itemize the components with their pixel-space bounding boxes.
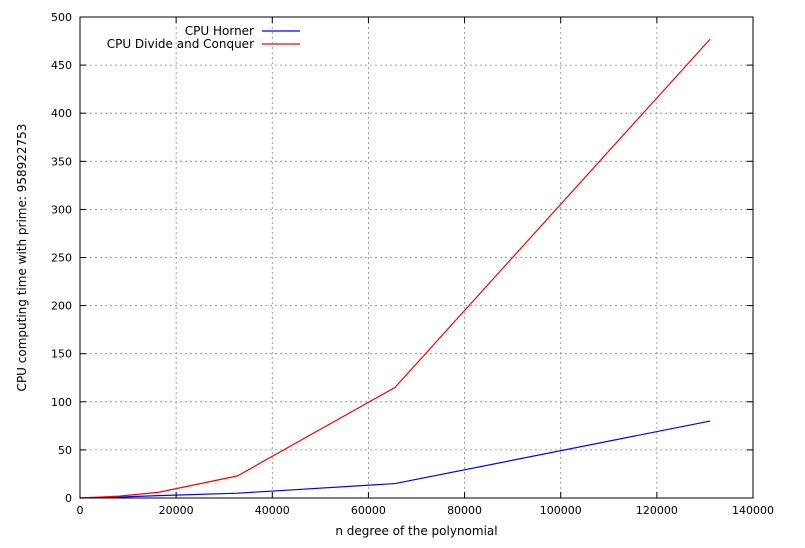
x-tick-label: 140000 [732,504,774,517]
legend-label: CPU Divide and Conquer [107,37,254,51]
x-tick-label: 100000 [540,504,582,517]
y-tick-label: 400 [51,107,72,120]
series-line-cpu-divide-and-conquer [79,38,711,499]
y-tick-label: 200 [51,300,72,313]
series-lines [79,38,711,499]
x-tick-label: 40000 [255,504,290,517]
x-tick-label: 80000 [447,504,482,517]
y-tick-label: 300 [51,203,72,216]
y-tick-label: 350 [51,155,72,168]
y-tick-label: 150 [51,348,72,361]
y-tick-label: 0 [65,492,72,505]
x-axis-label: n degree of the polynomial [335,524,497,538]
axis-ticks: 0 50 100 150 200 250 300 350 400 450 500 0 20000 4000… [51,11,774,517]
y-axis-label: CPU computing time with prime: 958922753 [15,124,29,392]
y-tick-label: 50 [58,444,72,457]
y-tick-label: 250 [51,252,72,265]
x-tick-label: 120000 [636,504,678,517]
y-tick-label: 100 [51,396,72,409]
x-tick-label: 60000 [351,504,386,517]
x-tick-label: 0 [77,504,84,517]
series-line-cpu-horner [79,420,711,499]
x-tick-label: 20000 [159,504,194,517]
grid [80,17,753,498]
legend-label: CPU Horner [185,24,254,38]
y-tick-label: 450 [51,59,72,72]
y-tick-label: 500 [51,11,72,24]
